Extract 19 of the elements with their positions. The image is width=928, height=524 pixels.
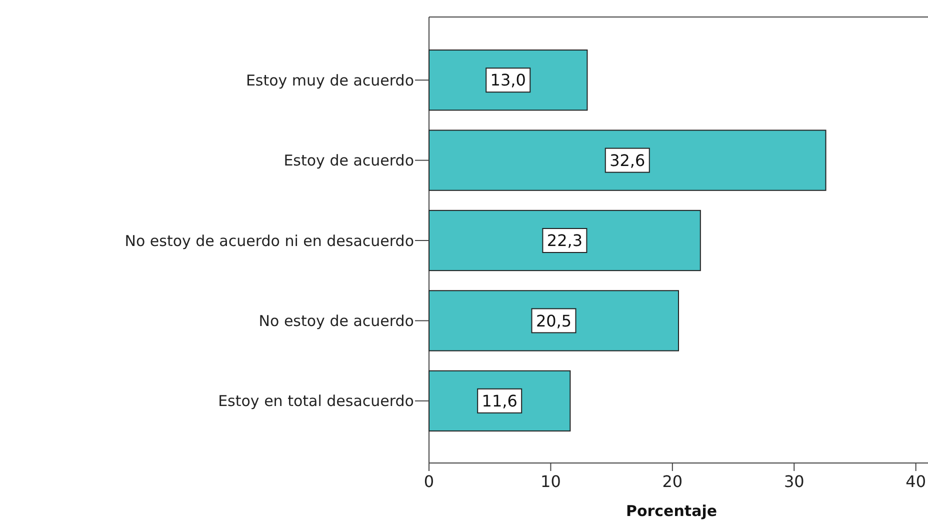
data-label: 11,6 — [482, 392, 518, 410]
data-label: 22,3 — [546, 231, 583, 250]
x-tick-label: 0 — [424, 472, 434, 491]
data-label: 13,0 — [490, 70, 526, 90]
y-tick-label: Estoy en total desacuerdo — [218, 392, 414, 410]
y-tick-label: No estoy de acuerdo — [258, 312, 414, 330]
bar — [428, 130, 826, 191]
x-tick-label: 10 — [540, 472, 561, 491]
bar — [428, 290, 679, 352]
y-tick-label: No estoy de acuerdo ni en desacuerdo — [124, 232, 414, 250]
x-tick-label: 20 — [662, 472, 683, 491]
x-tick-label: 30 — [784, 472, 804, 491]
y-tick-label: Estoy muy de acuerdo — [246, 71, 414, 90]
x-axis-title: Porcentaje — [626, 502, 718, 520]
x-tick-label: 40 — [906, 472, 926, 491]
bar — [428, 210, 701, 272]
data-label: 20,5 — [536, 311, 572, 330]
y-tick-label: Estoy de acuerdo — [284, 152, 414, 170]
data-label: 32,6 — [610, 150, 646, 170]
